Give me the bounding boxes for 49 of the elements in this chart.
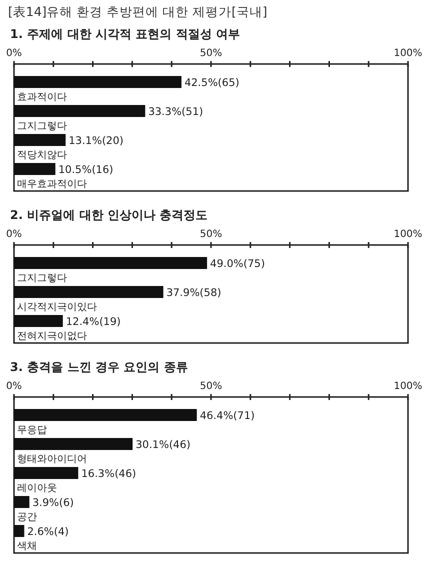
bar xyxy=(14,163,56,175)
y-tick-label: 매우효과적이다 xyxy=(17,179,87,190)
x-tick-label: 100% xyxy=(394,381,422,392)
y-tick-label: 그지그렇다 xyxy=(17,121,67,132)
chart-title: 1. 주제에 대한 시각적 표현의 적절성 여부 xyxy=(10,27,240,41)
data-label: 37.9%(58) xyxy=(166,287,222,299)
y-tick-label: 효과적이다 xyxy=(17,92,67,103)
bar xyxy=(14,76,182,88)
data-label: 3.9%(6) xyxy=(32,497,74,509)
y-tick-label: 전혀지극이없다 xyxy=(17,331,87,342)
y-tick-label: 적당치않다 xyxy=(17,150,67,161)
chart-title: 3. 충격을 느낀 경우 요인의 종류 xyxy=(10,360,188,374)
bar xyxy=(14,438,133,450)
y-tick-label: 그지그렇다 xyxy=(17,273,67,284)
data-label: 10.5%(16) xyxy=(58,164,114,176)
bar xyxy=(14,525,24,537)
bar xyxy=(14,134,66,146)
data-label: 46.4%(71) xyxy=(200,410,255,422)
bar xyxy=(14,257,208,269)
data-label: 13.1%(20) xyxy=(68,135,124,147)
y-tick-label: 무응답 xyxy=(17,425,47,436)
text: [表14]유해 환경 추방편에 대한 제평가[국내] xyxy=(8,4,268,19)
x-tick-label: 0% xyxy=(6,381,22,392)
y-tick-label: 공간 xyxy=(17,512,37,523)
x-tick-label: 50% xyxy=(200,381,222,392)
data-label: 12.4%(19) xyxy=(66,316,121,328)
data-label: 16.3%(46) xyxy=(81,468,136,480)
x-tick-label: 100% xyxy=(394,48,422,59)
data-label: 49.0%(75) xyxy=(210,258,265,270)
data-label: 2.6%(4) xyxy=(27,526,69,538)
bar xyxy=(14,467,78,479)
data-label: 30.1%(46) xyxy=(136,439,191,451)
data-label: 42.5%(65) xyxy=(184,77,240,89)
bar xyxy=(14,409,197,421)
x-tick-label: 50% xyxy=(200,229,222,240)
x-tick-label: 0% xyxy=(6,48,22,59)
bar xyxy=(14,105,146,117)
y-tick-label: 형태와아이디어 xyxy=(17,454,87,465)
y-tick-label: 시각적지극이있다 xyxy=(17,302,97,313)
bar xyxy=(14,315,63,327)
x-tick-label: 100% xyxy=(394,229,422,240)
x-tick-label: 50% xyxy=(200,48,222,59)
data-label: 33.3%(51) xyxy=(148,106,204,118)
x-tick-label: 0% xyxy=(6,229,22,240)
chart-title: 2. 비쥬얼에 대한 인상이나 충격정도 xyxy=(10,208,208,222)
bar xyxy=(14,286,164,298)
y-tick-label: 레이아웃 xyxy=(17,483,57,494)
bar xyxy=(14,496,30,508)
y-tick-label: 색채 xyxy=(17,541,37,552)
